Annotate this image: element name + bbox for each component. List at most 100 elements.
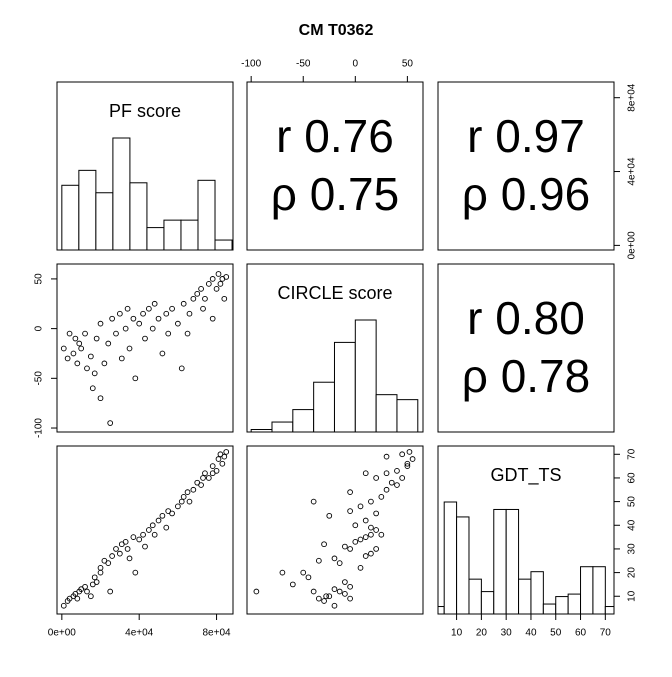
scatter-point — [89, 385, 96, 392]
scatter-point — [383, 486, 390, 493]
scatter-point — [70, 350, 77, 357]
histogram-bar — [163, 219, 182, 250]
scatter-point — [213, 286, 220, 292]
scatter-point — [253, 588, 260, 595]
scatter-point — [60, 602, 67, 609]
x-tick-label: 60 — [575, 628, 587, 639]
panel — [438, 501, 614, 614]
histogram-bar — [604, 606, 614, 614]
scatter-point — [105, 340, 112, 347]
scatter-point — [373, 527, 379, 533]
histogram-bar — [214, 239, 233, 250]
scatter-point — [331, 602, 338, 609]
scatter-point — [149, 522, 156, 529]
scatter-point — [151, 531, 158, 538]
scatter-point — [151, 300, 158, 307]
scatter-point — [105, 560, 112, 566]
scatter-point — [124, 546, 131, 552]
scatter-point — [316, 557, 322, 564]
y-tick-label: 50 — [627, 496, 638, 508]
scatter-point — [200, 475, 206, 481]
scatter-point — [165, 330, 172, 337]
y-tick-label: 0e+00 — [627, 231, 638, 260]
scatter-point — [186, 498, 193, 505]
histogram-bar — [292, 409, 315, 432]
correlation-label: r 0.76 — [276, 110, 394, 162]
scatter-point — [87, 593, 94, 600]
scatter-point — [84, 588, 90, 595]
histogram-bar — [530, 571, 544, 614]
scatter-point — [321, 541, 327, 548]
histogram-bar — [271, 421, 294, 432]
scatter-point — [368, 550, 374, 557]
scatter-point — [357, 503, 364, 510]
scatter-point — [93, 579, 100, 585]
correlation-label: ρ 0.75 — [271, 168, 399, 220]
scatter-point — [378, 494, 385, 500]
scatter-point — [117, 550, 123, 557]
scatter-point — [215, 271, 222, 277]
scatter-point — [399, 451, 406, 458]
scatter-point — [74, 360, 81, 367]
x-tick-label: 50 — [550, 628, 562, 639]
scatter-point — [113, 546, 119, 552]
scatter-point — [130, 534, 137, 540]
scatter-point — [169, 510, 175, 517]
scatter-point — [357, 565, 364, 571]
scatter-point — [93, 335, 100, 342]
correlation-label: r 0.80 — [467, 292, 585, 344]
histogram-bar — [95, 192, 114, 250]
panel — [250, 319, 419, 432]
scatter-point — [373, 546, 379, 552]
scatter-point — [331, 555, 338, 562]
scatter-point — [180, 494, 187, 500]
scatter-point — [202, 470, 208, 477]
scatter-point — [202, 295, 208, 302]
scatter-point — [221, 295, 228, 302]
scatter-point — [362, 470, 369, 477]
panel-frame — [246, 81, 424, 251]
scatter-point — [178, 365, 185, 372]
panel-frame — [437, 263, 615, 433]
panel — [253, 449, 416, 609]
scatter-point — [209, 276, 216, 282]
panel — [60, 449, 230, 609]
panel-frame — [437, 81, 615, 251]
y-tick-label: 60 — [627, 472, 638, 484]
scatter-point — [336, 560, 343, 566]
y-tick-label: -50 — [34, 371, 45, 386]
scatter-point — [64, 355, 71, 362]
scatter-point — [169, 305, 175, 312]
scatter-point — [336, 588, 343, 595]
scatter-point — [190, 295, 197, 302]
histogram-bar — [313, 381, 335, 432]
scatter-point — [352, 522, 359, 529]
scatter-point — [219, 460, 226, 467]
scatter-point — [217, 281, 224, 287]
scatter-point — [140, 310, 146, 317]
scatter-point — [186, 310, 193, 317]
x-tick-label: 30 — [501, 628, 513, 639]
histogram-bar — [375, 394, 398, 432]
scatter-point — [221, 453, 228, 460]
scatter-point — [126, 555, 133, 562]
scatter-point — [132, 569, 139, 576]
y-tick-label: -100 — [34, 418, 45, 438]
correlation-label: r 0.97 — [467, 110, 585, 162]
scatter-point — [60, 345, 67, 352]
histogram-bar — [468, 578, 482, 614]
scatter-point — [223, 449, 230, 455]
y-tick-label: 50 — [34, 273, 45, 285]
y-tick-label: 40 — [627, 519, 638, 531]
scatter-point — [368, 531, 374, 538]
scatter-point — [155, 315, 162, 322]
scatter-point — [321, 598, 327, 604]
scatter-point — [352, 538, 359, 545]
scatter-point — [178, 498, 185, 505]
scatter-point — [140, 531, 146, 538]
scatter-point — [136, 320, 143, 327]
scatter-point — [342, 591, 348, 597]
scatter-point — [215, 456, 222, 462]
scatter-point — [142, 335, 148, 342]
correlation-label: ρ 0.96 — [462, 168, 590, 220]
